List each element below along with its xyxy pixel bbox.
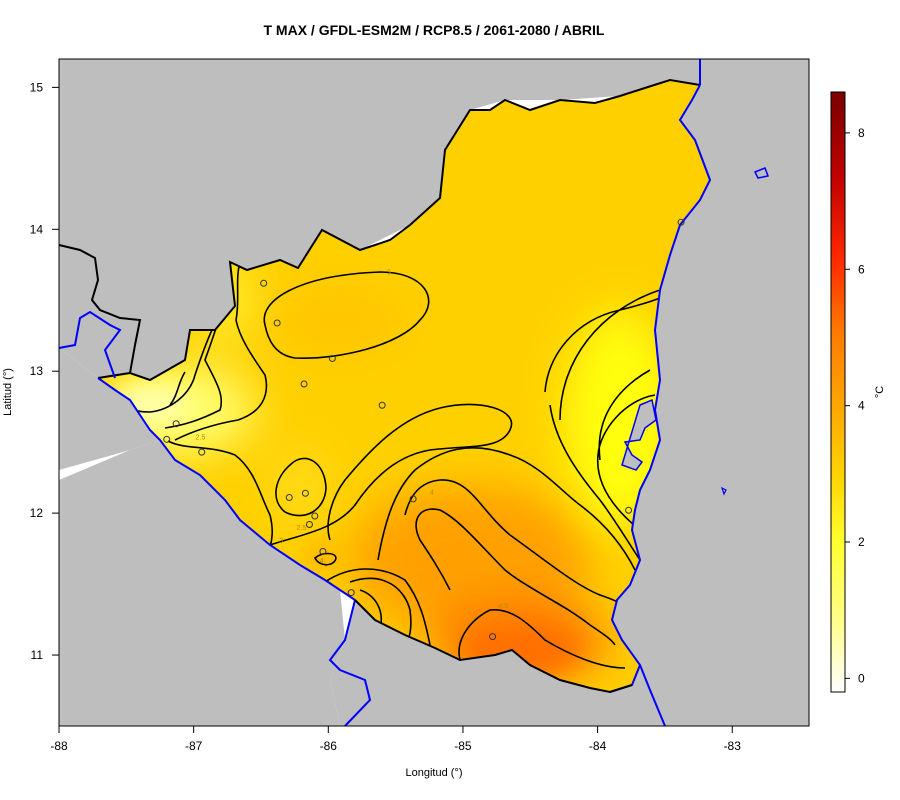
contour-labels: 3 2.5 2.5 3 4 4 4.5 [196,270,509,611]
y-tick-label: 11 [31,648,44,662]
corn-islands [753,167,770,179]
contour-line [549,404,641,561]
honduras-land [59,59,700,380]
station-marker [198,448,206,456]
contour-label: 2.5 [196,434,206,441]
contour-line [415,508,616,646]
y-tick-label: 15 [30,80,44,94]
station-marker [347,589,355,597]
gulf-fonseca-coast [58,310,122,379]
contour-line [263,271,430,359]
x-tick-label: -85 [454,739,472,753]
station-marker [625,506,633,514]
colorbar-ticks: 0 2 4 6 8 [845,126,865,685]
honduras-border [97,78,701,382]
y-axis: 11 12 13 14 15 [30,80,59,662]
contour-line [377,447,636,571]
contour-line [544,289,661,531]
y-tick-label: 14 [30,222,44,236]
costa-rica-pacific-coast [328,599,372,727]
contour-label: 4 [320,558,324,565]
contour-label: 2.5 [297,525,307,532]
x-tick-label: -83 [724,739,742,753]
contour-lines [107,261,661,669]
pacific-coast [97,377,356,601]
contour-line [169,371,186,406]
plot-frame [58,58,810,727]
contour-line [174,261,268,441]
el-salvador-land [59,348,160,470]
station-marker [260,279,268,287]
y-axis-label: Latitud (°) [2,368,14,416]
contour-line [167,440,273,549]
colorbar-label: °C [874,385,886,399]
chart-title: T MAX / GFDL-ESM2M / RCP8.5 / 2061-2080 … [263,22,605,38]
y-tick-label: 13 [30,364,44,378]
station-marker [328,354,336,362]
station-marker [301,489,309,497]
caribbean-gray-area [612,59,809,726]
station-marker [163,435,171,443]
station-marker [489,633,497,641]
caribbean-coast [609,84,712,693]
colorbar-tick-label: 0 [858,671,865,685]
x-tick-label: -87 [185,739,203,753]
contour-line [404,479,631,611]
station-marker [409,495,417,503]
station-marker [273,319,281,327]
costa-rica-land [330,600,665,726]
colorbar-tick-label: 2 [858,535,865,549]
station-marker [677,218,685,226]
caribbean-coast-south [639,59,701,727]
station-marker [172,420,180,428]
neighbor-land [59,59,809,726]
colorbar-tick-label: 8 [858,126,865,140]
x-axis: -88 -87 -86 -85 -84 -83 [50,726,741,753]
stations [163,218,685,641]
contour-label: 3 [387,270,391,277]
costa-rica-border [354,599,633,694]
contour-label: 3 [279,538,283,545]
pearl-lagoon [621,398,657,471]
pacific-gray-area [59,440,345,726]
station-marker [285,494,293,502]
x-tick-label: -88 [50,739,68,753]
small-island [720,486,727,496]
contour-label: 4 [430,490,434,497]
contour-line [458,609,626,669]
y-tick-label: 12 [30,506,44,520]
contour-label: 4.5 [498,603,508,610]
honduras-salvador-border [58,244,142,374]
station-marker [319,547,327,555]
contour-line [269,403,513,546]
contour-line [275,457,327,517]
x-tick-label: -84 [589,739,607,753]
station-marker [311,512,319,520]
boundaries [58,59,770,727]
colorbar [830,91,846,693]
colorbar-tick-label: 4 [858,399,865,413]
station-marker [305,520,313,528]
station-marker [300,380,308,388]
colorbar-tick-label: 6 [858,262,865,276]
station-marker [378,401,386,409]
x-axis-label: Longitud (°) [405,767,463,779]
x-tick-label: -86 [320,739,338,753]
